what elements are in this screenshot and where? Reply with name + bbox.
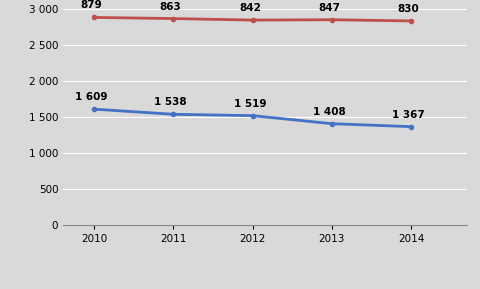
Text: 830: 830 xyxy=(396,4,419,14)
Text: 863: 863 xyxy=(159,2,181,12)
Text: 1 408: 1 408 xyxy=(312,107,345,117)
świnie xyxy=(249,114,255,117)
Text: 847: 847 xyxy=(317,3,339,13)
bydło xyxy=(249,18,255,22)
Text: 1 609: 1 609 xyxy=(75,92,108,102)
Text: 879: 879 xyxy=(80,1,102,10)
świnie xyxy=(170,113,176,116)
świnie xyxy=(408,125,413,128)
Text: 1 519: 1 519 xyxy=(233,99,265,109)
Text: 1 367: 1 367 xyxy=(391,110,424,120)
bydło xyxy=(328,18,334,21)
bydło xyxy=(408,19,413,23)
Line: bydło: bydło xyxy=(92,15,412,23)
Text: 842: 842 xyxy=(239,3,260,13)
bydło xyxy=(170,17,176,20)
Text: 1 538: 1 538 xyxy=(154,97,187,107)
bydło xyxy=(91,16,97,19)
Line: świnie: świnie xyxy=(92,107,412,129)
świnie xyxy=(91,108,97,111)
świnie xyxy=(328,122,334,125)
